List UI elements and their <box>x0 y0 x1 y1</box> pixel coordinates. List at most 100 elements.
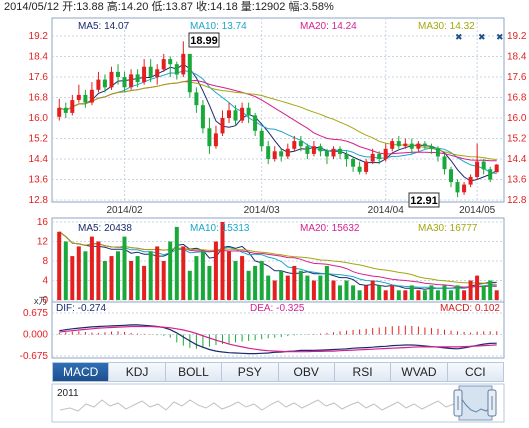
candle-body <box>494 164 499 173</box>
volume-bar <box>468 280 473 300</box>
volume-bar <box>364 285 369 300</box>
volume-bar <box>187 270 192 301</box>
price-y-tick-right: 18.4 <box>507 52 527 63</box>
low-callout-text: 12.91 <box>410 195 438 207</box>
volume-ma-legend-item: MA10: 15313 <box>190 223 250 234</box>
candle-body <box>233 110 238 121</box>
volume-bar <box>475 275 480 300</box>
open-label: 开: <box>62 1 77 13</box>
macd-y-axis: 0.675 0.000 -0.675 <box>20 308 49 362</box>
volume-bar <box>213 241 218 300</box>
price-y-tick-left: 19.2 <box>29 31 49 42</box>
price-ma-legend-item: MA30: 14.32 <box>418 21 475 32</box>
tab-obv[interactable]: OBV <box>279 363 335 381</box>
candle-body <box>63 107 68 113</box>
volume-y-tick: 0 <box>42 295 48 306</box>
volume-bar <box>311 280 316 300</box>
volume-bar <box>370 280 375 300</box>
candle-body <box>116 71 120 77</box>
candle-body <box>390 141 395 149</box>
navigator-selection[interactable] <box>458 385 493 421</box>
candle-body <box>357 166 362 172</box>
candle-body <box>318 146 323 152</box>
candle-body <box>331 148 336 157</box>
volume-bar <box>109 256 114 300</box>
price-y-tick-left: 12.8 <box>29 195 49 206</box>
volume-bar <box>168 241 173 300</box>
volume-bar <box>207 265 212 300</box>
candle-body <box>488 169 493 180</box>
candle-body <box>344 153 349 159</box>
price-grid <box>52 18 504 202</box>
candle-body <box>200 105 205 129</box>
candle-body <box>298 141 303 147</box>
tab-kdj[interactable]: KDJ <box>109 363 166 381</box>
event-marker-icon: ✖ <box>478 32 486 42</box>
tab-rsi[interactable]: RSI <box>335 363 392 381</box>
event-markers[interactable]: ✖ ✖ ✖ <box>455 32 504 42</box>
candle-body <box>220 118 225 134</box>
navigator-frame <box>51 383 505 423</box>
price-y-axis-left: 19.2 18.4 17.6 16.8 16.0 15.2 14.4 13.6 12.8 <box>29 31 49 206</box>
candle-body <box>292 141 297 149</box>
tab-boll[interactable]: BOLL <box>166 363 223 381</box>
low-callout: 12.91 <box>408 192 440 208</box>
volume-bar <box>227 251 231 301</box>
candle-body <box>403 143 408 147</box>
candle-body <box>462 184 467 193</box>
candle-body <box>422 143 427 147</box>
candle-body <box>174 64 179 75</box>
volume-bar <box>435 290 440 301</box>
volume-bar <box>331 280 336 300</box>
price-y-tick-right: 16.0 <box>507 113 527 124</box>
volume-bar <box>240 256 245 300</box>
volume-bar <box>305 275 310 300</box>
price-ma-legend-item: MA5: 14.07 <box>78 21 130 32</box>
tab-macd[interactable]: MACD <box>53 363 110 381</box>
candle-body <box>377 153 382 159</box>
candle-body <box>338 148 342 154</box>
price-ma-legend: MA5: 14.07 MA10: 13.74 MA20: 14.24 MA30: 14… <box>78 21 475 32</box>
candle-body <box>370 153 375 162</box>
candle-body <box>207 128 212 147</box>
dif-line <box>59 324 497 355</box>
macd-y-tick: -0.675 <box>20 351 49 362</box>
volume-bar <box>233 261 238 300</box>
candle-body <box>148 66 153 77</box>
volume-grid <box>52 221 504 301</box>
candle-body <box>155 69 160 77</box>
candle-body <box>416 143 421 149</box>
volume-bar <box>292 265 297 300</box>
volume-ma-line <box>59 231 497 290</box>
volume-ma-legend-item: MA5: 20438 <box>78 223 132 234</box>
volume-y-tick: 4 <box>42 276 48 287</box>
volume-bar <box>279 270 284 301</box>
price-x-tick: 2014/04 <box>368 205 405 216</box>
tab-psy[interactable]: PSY <box>222 363 279 381</box>
volume-bar <box>357 290 362 301</box>
candlesticks[interactable] <box>57 41 499 198</box>
volume-ma-line <box>59 231 497 289</box>
tab-cci[interactable]: CCI <box>464 365 486 379</box>
volume-bar <box>155 246 160 300</box>
candle-body <box>109 71 114 88</box>
price-y-tick-left: 14.4 <box>29 154 49 165</box>
candle-body <box>364 161 369 172</box>
change-label: 幅: <box>288 1 303 13</box>
price-y-tick-left: 16.8 <box>29 93 49 104</box>
candle-body <box>351 159 356 167</box>
candle-body <box>383 148 388 160</box>
tab-wvad[interactable]: WVAD <box>391 363 448 381</box>
price-y-tick-left: 13.6 <box>29 175 49 186</box>
price-y-tick-right: 12.8 <box>507 195 527 206</box>
candle-body <box>272 151 277 159</box>
navigator-sparkline <box>59 399 455 412</box>
volume-bar <box>351 285 356 300</box>
volume-bar <box>220 222 225 300</box>
price-y-tick-left: 18.4 <box>29 52 49 63</box>
low-label: 低: <box>151 1 166 13</box>
volume-bar <box>259 261 264 300</box>
volume-bar <box>298 270 303 301</box>
price-x-tick: 2014/02 <box>106 205 143 216</box>
